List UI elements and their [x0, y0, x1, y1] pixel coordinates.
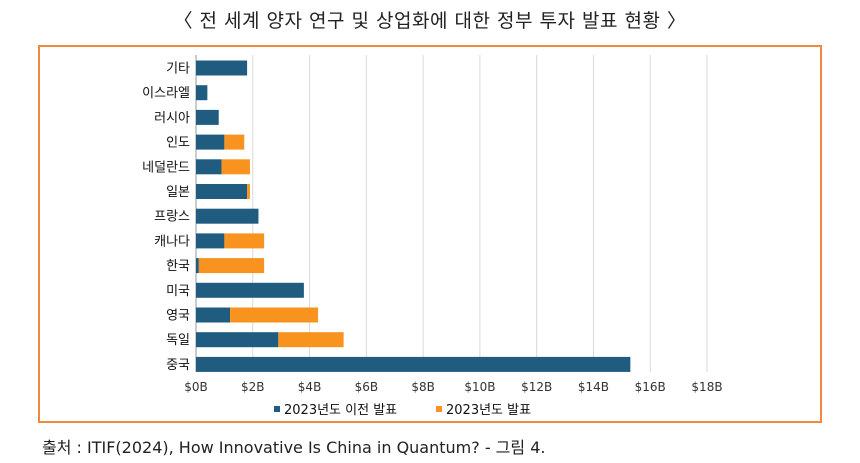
legend-label: 2023년도 이전 발표: [284, 403, 397, 418]
bar-pre-2023: [196, 134, 225, 150]
x-tick-label: $4B: [298, 380, 322, 394]
bar-pre-2023: [196, 85, 208, 101]
category-label: 한국: [166, 259, 190, 274]
bars: [196, 60, 631, 372]
bar-2023: [247, 184, 250, 199]
bar-pre-2023: [196, 356, 631, 372]
x-tick-label: $16B: [635, 380, 666, 394]
legend: 2023년도 이전 발표 2023년도 발표: [274, 403, 531, 418]
x-tick-label: $8B: [411, 380, 435, 394]
bar-2023: [198, 258, 265, 274]
legend-label: 2023년도 발표: [446, 403, 531, 418]
x-axis-ticks: $0B $2B $4B $6B $8B $10B $12B $14B $16B $18B: [184, 380, 722, 394]
category-label: 이스라엘: [142, 86, 190, 101]
bar-pre-2023: [196, 159, 222, 175]
x-tick-label: $18B: [691, 380, 722, 394]
category-label: 일본: [166, 185, 190, 200]
bar-pre-2023: [196, 109, 219, 125]
bar-pre-2023: [196, 184, 248, 199]
category-label: 네덜란드: [142, 160, 190, 175]
x-tick-label: $2B: [241, 380, 265, 394]
bar-2023: [224, 233, 265, 249]
category-label: 러시아: [154, 111, 190, 126]
category-label: 독일: [166, 333, 190, 348]
x-tick-label: $12B: [521, 380, 552, 394]
category-label: 인도: [166, 136, 190, 151]
bar-2023: [278, 332, 344, 348]
chart-title: 〈 전 세계 양자 연구 및 상업화에 대한 정부 투자 발표 현황 〉: [173, 10, 687, 32]
category-label: 영국: [166, 309, 190, 324]
category-label: 프랑스: [154, 210, 190, 225]
x-tick-label: $6B: [355, 380, 379, 394]
bar-2023: [224, 134, 245, 150]
bar-2023: [221, 159, 250, 175]
bar-pre-2023: [196, 60, 248, 76]
grid-lines: [195, 55, 708, 372]
bar-pre-2023: [196, 307, 231, 323]
category-label: 중국: [166, 358, 190, 373]
x-tick-label: $14B: [578, 380, 609, 394]
category-label: 미국: [166, 284, 190, 299]
category-label: 기타: [166, 62, 190, 77]
bar-pre-2023: [196, 208, 259, 224]
bar-pre-2023: [196, 332, 279, 348]
legend-swatch: [436, 406, 442, 412]
bar-pre-2023: [196, 258, 199, 274]
bar-pre-2023: [196, 282, 304, 298]
bar-2023: [230, 307, 319, 323]
source-note: 출처 : ITIF(2024), How Innovative Is China…: [42, 438, 546, 457]
x-tick-label: $0B: [184, 380, 208, 394]
category-label: 캐나다: [154, 234, 190, 249]
legend-swatch: [274, 406, 280, 412]
x-tick-label: $10B: [464, 380, 495, 394]
bar-pre-2023: [196, 233, 225, 249]
